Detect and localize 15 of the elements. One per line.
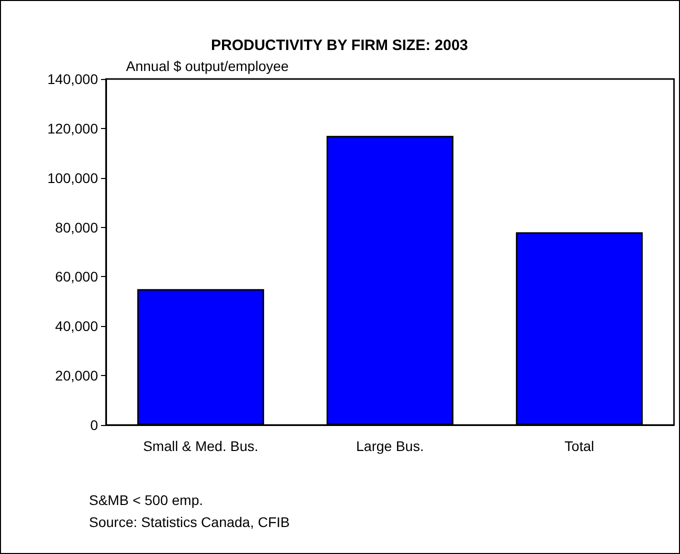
x-tick-label: Small & Med. Bus.: [143, 438, 258, 454]
y-tick-label: 20,000: [55, 368, 98, 384]
y-tick-label: 140,000: [47, 71, 98, 87]
x-tick-label: Total: [564, 438, 594, 454]
y-tick-label: 60,000: [55, 268, 98, 285]
chart-title: PRODUCTIVITY BY FIRM SIZE: 2003: [211, 37, 468, 54]
y-tick-label: 120,000: [47, 120, 98, 136]
y-tick-label: 80,000: [55, 219, 98, 236]
y-tick-label: 40,000: [55, 318, 98, 334]
y-tick-label: 100,000: [47, 170, 98, 186]
source-note: Source: Statistics Canada, CFIB: [89, 514, 290, 530]
y-axis-title: Annual $ output/employee: [126, 58, 289, 74]
x-tick-label: Large Bus.: [356, 438, 424, 454]
text: S&MB < 500 emp.: [89, 492, 204, 508]
y-tick-label: 0: [90, 417, 98, 433]
